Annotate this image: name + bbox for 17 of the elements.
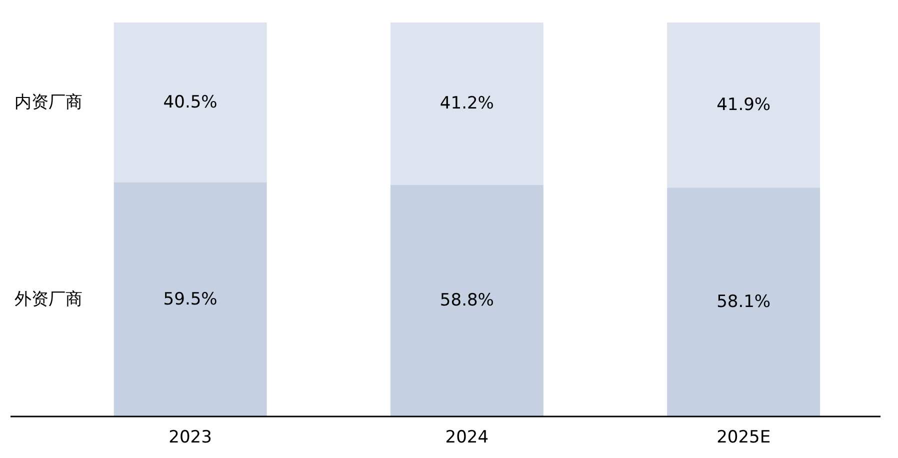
bar	[390, 184, 544, 416]
data-label: 40.5%	[163, 92, 218, 112]
data-label: 41.2%	[440, 94, 494, 114]
bar	[390, 22, 544, 185]
data-label: 59.5%	[163, 289, 218, 310]
bar	[114, 22, 267, 182]
data-label: 41.9%	[716, 95, 771, 116]
x-tick-label: 2024	[445, 428, 489, 448]
data-label: 58.8%	[440, 290, 494, 311]
series-label: 内资厂商	[14, 92, 83, 112]
data-label: 58.1%	[716, 292, 771, 312]
series-label: 外资厂商	[14, 289, 83, 310]
x-tick-label: 2025E	[716, 428, 771, 448]
x-tick-label: 2023	[168, 428, 212, 448]
bar	[667, 22, 820, 188]
bar	[114, 182, 267, 416]
bar	[667, 188, 820, 416]
